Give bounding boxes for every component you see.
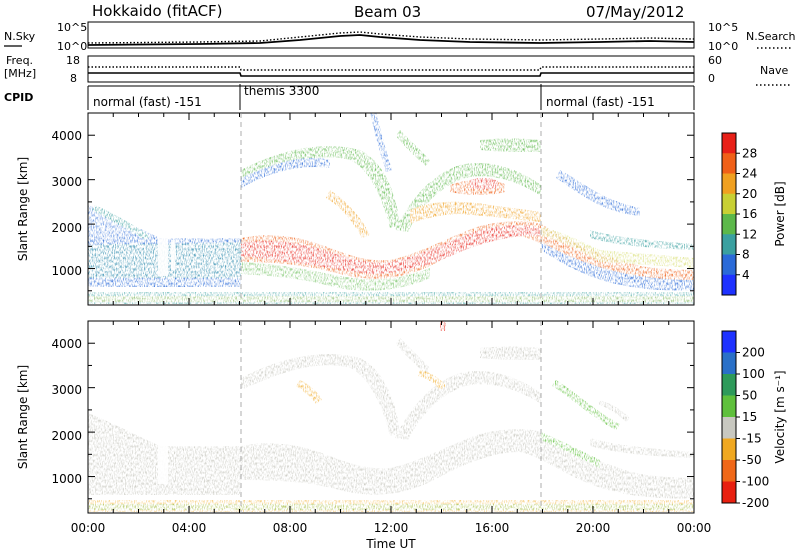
xtick-2400: 00:00	[677, 521, 712, 535]
velocity-ylabel: Slant Range [km]	[16, 365, 30, 469]
station-title: Hokkaido (fitACF)	[92, 2, 223, 20]
colorbar-cell	[722, 460, 736, 482]
power-panel: Slant Range [km] 1000 2000 3000 4000	[16, 112, 695, 306]
velocity-ytick-2000: 2000	[51, 429, 82, 443]
velocity-colorbar-tick: 50	[742, 389, 757, 403]
x-axis-label: Time UT	[365, 537, 416, 551]
nsearch-label: N.Search	[746, 30, 796, 43]
colorbar-cell	[722, 395, 736, 418]
noise-search-curve	[87, 31, 695, 44]
xtick-0400: 04:00	[172, 521, 207, 535]
noise-tick-left-bottom: 10^0	[57, 40, 87, 53]
noise-tick-right-bottom: 10^0	[708, 40, 738, 53]
velocity-ytick-1000: 1000	[51, 472, 82, 486]
power-ytick-1000: 1000	[51, 264, 82, 278]
power-echo-field	[88, 113, 694, 304]
noise-tick-left-top: 10^5	[57, 21, 87, 34]
power-colorbar-tick: 8	[742, 248, 750, 262]
freq-tick-right-bottom: 0	[708, 72, 715, 85]
xtick-1600: 16:00	[475, 521, 510, 535]
velocity-colorbar-tick: 200	[742, 346, 765, 360]
power-colorbar-tick: 12	[742, 227, 757, 241]
noise-sky-curve	[87, 34, 695, 46]
velocity-ytick-3000: 3000	[51, 383, 82, 397]
freq-tick-left-bottom: 8	[70, 72, 77, 85]
power-ylabel: Slant Range [km]	[16, 157, 30, 261]
velocity-colorbar-tick: 100	[742, 367, 765, 381]
velocity-colorbar-tick: -50	[742, 453, 762, 467]
nave-label: Nave	[760, 64, 788, 77]
colorbar-cell	[722, 352, 736, 375]
power-ytick-3000: 3000	[51, 175, 82, 189]
colorbar-cell	[722, 153, 736, 174]
freq-panel: Freq. [MHz] 18 8 60 0 Nave	[4, 54, 791, 86]
nsky-label: N.Sky	[4, 30, 36, 43]
power-colorbar-label: Power [dB]	[773, 181, 787, 246]
colorbar-cell	[722, 417, 736, 439]
noise-panel-frame	[87, 21, 695, 49]
colorbar-cell	[722, 173, 736, 195]
cpid-label: CPID	[4, 91, 33, 104]
power-colorbar-tick: 16	[742, 207, 757, 221]
colorbar-cell	[722, 193, 736, 215]
power-colorbar-tick: 20	[742, 187, 757, 201]
power-colorbar: 4 8 12 16 20 24 28 Power [dB]	[721, 132, 787, 296]
freq-label-line2: [MHz]	[4, 67, 36, 80]
freq-panel-frame	[87, 55, 695, 83]
velocity-colorbar-tick: 15	[742, 410, 757, 424]
x-axis: 00:00 04:00 08:00 12:00 16:00 20:00 00:0…	[71, 521, 712, 551]
xtick-0000: 00:00	[71, 521, 106, 535]
colorbar-cell	[722, 374, 736, 396]
power-ytick-2000: 2000	[51, 221, 82, 235]
velocity-colorbar-tick: -200	[742, 496, 769, 510]
colorbar-cell	[722, 254, 736, 276]
colorbar-cell	[722, 438, 736, 461]
freq-tick-right-top: 60	[708, 54, 722, 67]
power-colorbar-tick: 24	[742, 167, 757, 181]
cpid-segment-1: normal (fast) -151	[93, 95, 202, 109]
velocity-panel: Slant Range [km] 1000 2000 3000 4000	[16, 320, 695, 514]
velocity-echo-field	[88, 321, 694, 512]
xtick-0800: 08:00	[273, 521, 308, 535]
freq-curve	[88, 72, 694, 77]
velocity-colorbar-tick: -15	[742, 432, 762, 446]
velocity-ytick-4000: 4000	[51, 337, 82, 351]
velocity-colorbar-label: Velocity [m s⁻¹]	[773, 370, 787, 463]
colorbar-cell	[722, 481, 736, 504]
freq-tick-left-top: 18	[66, 54, 80, 67]
xtick-2000: 20:00	[576, 521, 611, 535]
freq-label-line1: Freq.	[6, 54, 33, 67]
velocity-colorbar-tick: -100	[742, 475, 769, 489]
noise-panel: N.Sky 10^5 10^0 10^5 10^0 N.Search	[4, 21, 796, 53]
colorbar-cell	[722, 234, 736, 255]
beam-label: Beam 03	[354, 3, 421, 21]
colorbar-cell	[722, 331, 736, 353]
colorbar-cell	[722, 133, 736, 154]
power-colorbar-tick: 4	[742, 268, 750, 282]
velocity-colorbar: 200 100 50 15 -15 -50 -100 -200 Velocity [m s⁻¹…	[721, 330, 787, 510]
xtick-1200: 12:00	[374, 521, 409, 535]
noise-tick-right-top: 10^5	[708, 21, 738, 34]
colorbar-cell	[722, 274, 736, 296]
nave-curve	[88, 66, 694, 71]
cpid-segment-2: themis 3300	[244, 84, 319, 98]
colorbar-cell	[722, 214, 736, 235]
date-label: 07/May/2012	[586, 3, 684, 21]
cpid-band: CPID normal (fast) -151 themis 3300 norm…	[4, 84, 695, 110]
power-colorbar-tick: 28	[742, 146, 757, 160]
power-ytick-4000: 4000	[51, 129, 82, 143]
cpid-segment-3: normal (fast) -151	[546, 95, 655, 109]
